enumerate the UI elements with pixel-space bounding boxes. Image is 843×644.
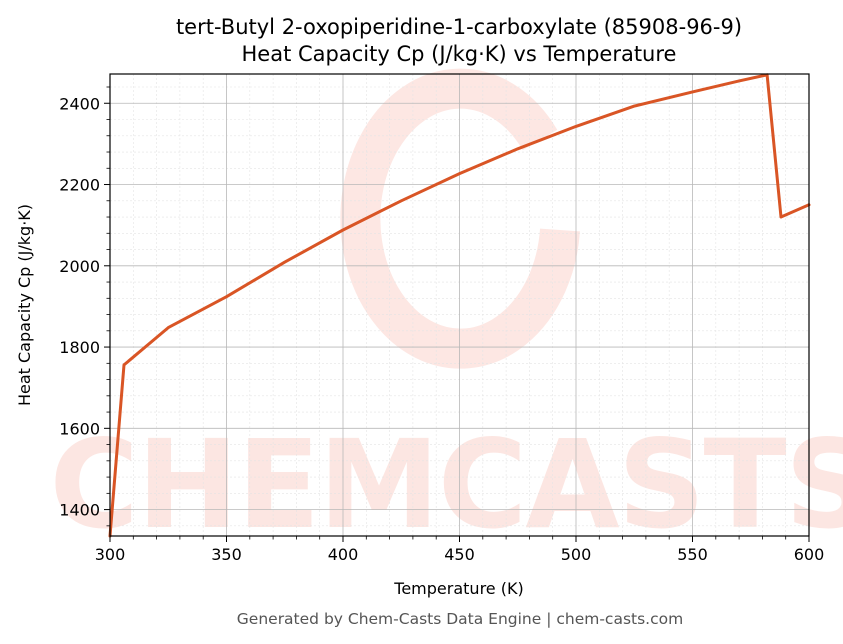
x-tick-label: 500 <box>561 545 592 564</box>
y-axis: 1400 1600 1800 2000 2200 2400 <box>59 86 110 527</box>
y-tick-label: 2000 <box>59 257 100 276</box>
x-tick-label: 600 <box>794 545 825 564</box>
data-point <box>779 215 783 219</box>
data-point <box>691 90 694 94</box>
x-tick-label: 300 <box>95 545 126 564</box>
data-point <box>225 295 228 298</box>
y-tick-label: 1800 <box>59 338 100 357</box>
y-tick-label: 2200 <box>59 176 100 195</box>
x-tick-label: 550 <box>677 545 708 564</box>
data-point <box>341 228 345 232</box>
watermark-logo-icon <box>340 68 580 369</box>
watermark: CHEMCASTS <box>49 68 843 556</box>
chart-title-line-1: tert-Butyl 2-oxopiperidine-1-carboxylate… <box>176 15 742 39</box>
data-point <box>458 172 461 175</box>
major-grid <box>109 74 810 536</box>
x-tick-label: 400 <box>328 545 359 564</box>
y-axis-label: Heat Capacity Cp (J/kg·K) <box>15 204 34 406</box>
series-line <box>108 73 811 538</box>
y-tick-label: 1400 <box>59 501 100 520</box>
data-point <box>516 147 519 150</box>
data-point <box>633 104 636 108</box>
data-point <box>737 79 741 83</box>
data-point <box>122 363 126 367</box>
x-axis: 300 350 400 450 500 550 600 <box>95 536 825 564</box>
data-point <box>167 326 170 329</box>
x-tick-label: 450 <box>444 545 475 564</box>
x-tick-label: 350 <box>211 545 242 564</box>
footer-credit: Generated by Chem-Casts Data Engine | ch… <box>237 610 683 628</box>
data-point <box>400 199 403 202</box>
y-tick-label: 2400 <box>59 94 100 113</box>
data-point <box>574 125 578 128</box>
data-point <box>283 260 286 264</box>
y-tick-label: 1600 <box>59 419 100 438</box>
watermark-text: CHEMCASTS <box>49 414 843 556</box>
x-axis-label: Temperature (K) <box>393 579 523 598</box>
chart-title-line-2: Heat Capacity Cp (J/kg·K) vs Temperature <box>242 42 677 66</box>
